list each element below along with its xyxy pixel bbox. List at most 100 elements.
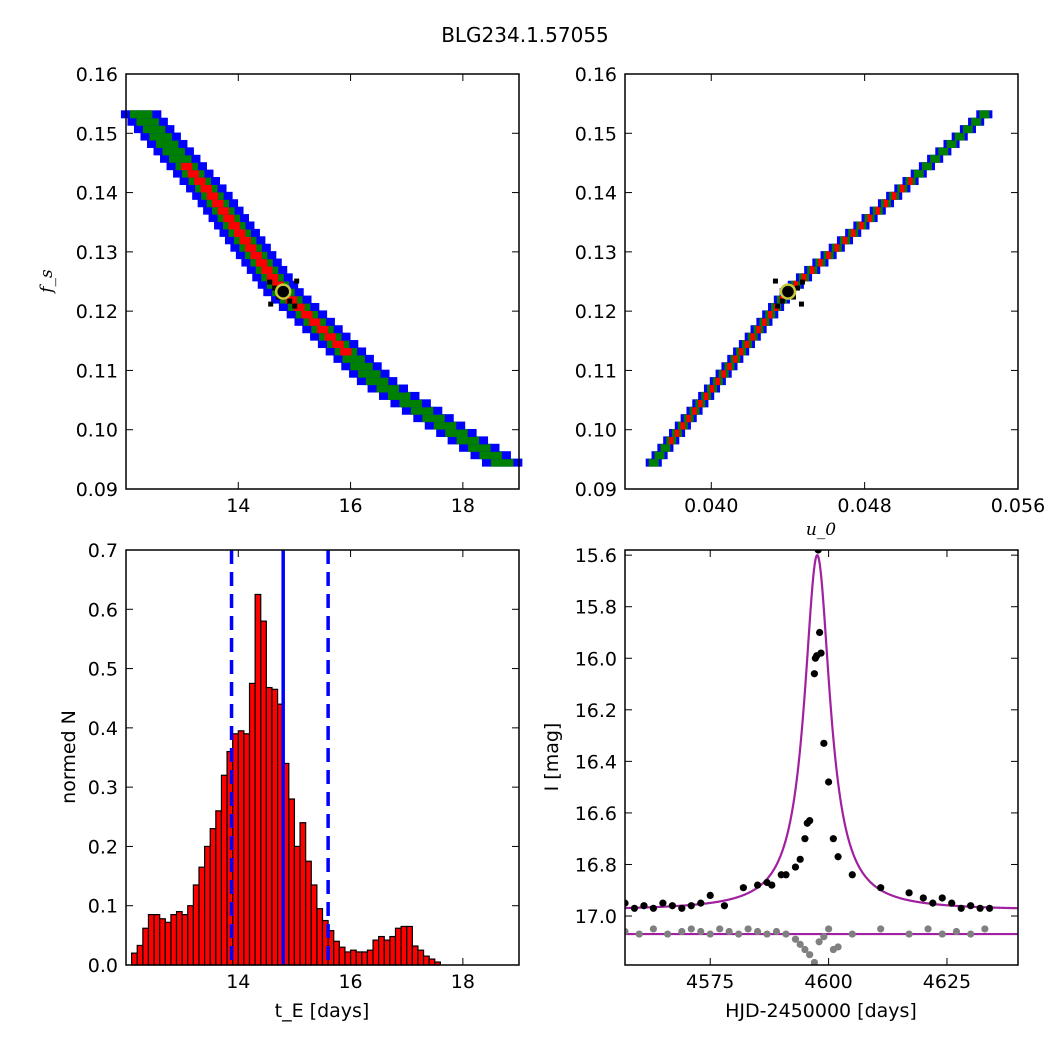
contour-cell-green	[342, 354, 365, 363]
contour-cell-red	[908, 177, 913, 186]
contour-cell-red	[245, 243, 257, 252]
data-point	[739, 884, 747, 892]
contour-cell-red	[692, 406, 697, 415]
contour-cell-red	[883, 199, 889, 208]
residual-point	[725, 927, 733, 936]
residual-point	[938, 930, 946, 938]
contour-cell-red	[756, 325, 761, 334]
data-point	[806, 817, 814, 825]
data-point	[976, 904, 984, 912]
best-region-cell	[794, 285, 800, 291]
data-point	[678, 904, 686, 912]
residual-point	[796, 940, 804, 948]
contour-cell-red	[750, 332, 756, 341]
contour-cell-green	[445, 428, 468, 437]
histogram-bar	[406, 925, 413, 966]
contour-cell-red	[850, 228, 856, 237]
y-tick-label: 16.6	[575, 803, 617, 825]
residual-point	[753, 927, 762, 936]
residual-point	[782, 930, 790, 938]
contour-cell-red	[194, 177, 206, 186]
contour-cell-red	[261, 265, 273, 274]
contour-cell-green	[136, 117, 159, 126]
data-point	[768, 881, 776, 889]
data-point	[957, 904, 965, 912]
data-point	[625, 899, 629, 907]
contour-cell-green	[468, 443, 491, 452]
data-point	[782, 871, 790, 879]
histogram-bar	[136, 944, 144, 966]
x-tick-label: 4575	[686, 971, 734, 993]
contour-cell-red	[324, 332, 336, 341]
y-tick-label: 16.8	[575, 854, 617, 876]
contour-cell-red	[200, 184, 212, 193]
y-tick-label: 15.6	[575, 545, 617, 567]
contour-cell-green	[142, 125, 166, 134]
contour-cell-red	[767, 310, 773, 319]
histogram-bar	[254, 593, 262, 966]
contour-cell-red	[674, 428, 680, 437]
contour-cell-green	[946, 139, 957, 148]
contour-cell-red	[809, 265, 815, 274]
y-tick-label: 0.14	[575, 183, 617, 205]
best-region-cell	[272, 285, 278, 291]
histogram-bar	[215, 810, 223, 966]
histogram-bar	[333, 940, 340, 966]
x-axis-label: u_0	[806, 520, 836, 540]
y-tick-label: 0.13	[575, 242, 617, 264]
best-region-cell	[774, 303, 780, 309]
light-curve-panel: 4575 4600 4625 15.6 15.8 16.0 16.2 16.4 16.6 16.8…	[541, 545, 1019, 1022]
plot-frame	[125, 549, 520, 966]
y-tick-label: 0.6	[88, 599, 118, 621]
y-tick-label: 0.1	[88, 896, 118, 918]
residual-point	[806, 951, 814, 959]
residual-point	[772, 927, 781, 936]
contour-cell-green	[350, 362, 373, 371]
histogram-bar	[248, 682, 256, 966]
y-tick-label: 16.4	[575, 751, 617, 773]
data-point	[687, 902, 695, 910]
contour-cell-red	[316, 325, 329, 334]
contour-cell-green	[930, 154, 941, 163]
contour-cell-green	[358, 369, 381, 378]
plot-frame	[624, 73, 1019, 490]
data-point	[834, 853, 842, 861]
data-point	[816, 628, 824, 637]
y-tick-label: 0.0	[88, 955, 118, 977]
contour-cell-red	[293, 302, 305, 312]
y-tick-label: 0.5	[88, 659, 118, 681]
data-point	[929, 899, 937, 907]
contour-cell-red	[875, 206, 881, 215]
data-point	[630, 904, 639, 912]
y-axis-label: I [mag]	[541, 723, 563, 792]
x-axis-label: t_E [days]	[275, 1000, 370, 1022]
contour-cell-red	[698, 399, 703, 408]
contour-cell-red	[272, 280, 284, 289]
residual-point	[810, 958, 818, 965]
residual-point	[967, 930, 975, 938]
histogram-bar	[355, 951, 363, 966]
contour-cell-green	[456, 436, 480, 445]
data-point	[829, 835, 837, 843]
best-region-cell	[798, 301, 804, 307]
x-axis-label: HJD-2450000 [days]	[725, 1000, 917, 1022]
data-point	[919, 894, 927, 902]
histogram-bar	[260, 620, 267, 966]
x-tick-label: 18	[451, 495, 475, 517]
y-tick-label: 0.10	[76, 420, 118, 442]
contour-cell-red	[762, 317, 767, 326]
histogram-bar	[181, 914, 189, 966]
x-tick-label: 0.056	[991, 495, 1045, 517]
contour-cell-red	[301, 310, 313, 319]
contour-cell-green	[979, 110, 990, 119]
residual-point	[763, 930, 771, 938]
contour-cell-green	[971, 117, 982, 126]
data-point	[877, 884, 885, 892]
contour-cell-green	[162, 147, 185, 156]
fs-vs-tE-panel: 14 16 18 0.09 0.10 0.11 0.12 0.13 0.14 0.15 0.16 f…	[37, 64, 523, 517]
contour-cell-red	[834, 243, 840, 252]
contour-cell-green	[648, 458, 659, 467]
contour-cell-green	[433, 421, 457, 430]
x-tick-label: 16	[338, 495, 362, 517]
